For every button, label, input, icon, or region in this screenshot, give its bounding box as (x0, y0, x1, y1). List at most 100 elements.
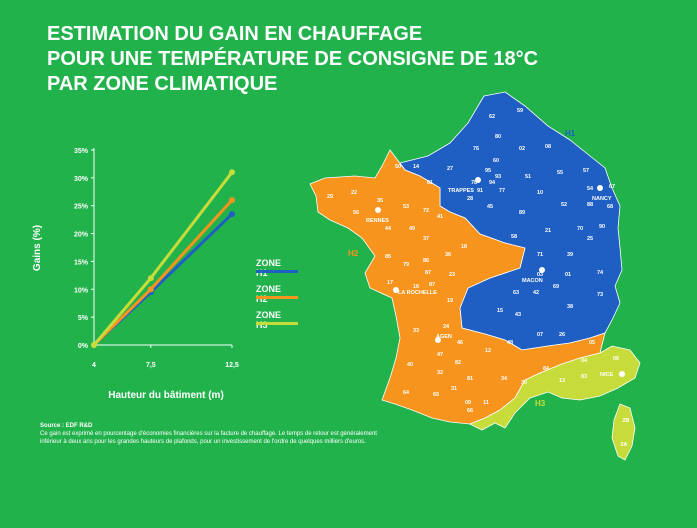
chart-axes: 0% 5% 10% 15% 20% 25% 30% 35% 4 7,5 12,5 (74, 148, 239, 369)
department-number-h2: 41 (437, 214, 443, 220)
department-number-h2: 86 (423, 258, 429, 264)
department-number-h3: 06 (613, 356, 619, 362)
city-marker-macon (539, 267, 545, 273)
department-number-h2: 05 (589, 340, 595, 346)
department-number-h2: 64 (403, 390, 410, 396)
department-number-h2: 19 (447, 298, 453, 304)
department-number-h2: 53 (403, 204, 409, 210)
department-number-h1: 94 (489, 180, 496, 186)
series-point-1 (229, 211, 235, 218)
department-number-h2: 87 (425, 270, 431, 276)
department-number-h2: 72 (423, 208, 429, 214)
department-number-h2: 82 (455, 360, 461, 366)
legend-label-h3: ZONE H3 (256, 310, 282, 330)
city-label-agen: AGEN (436, 334, 452, 340)
title-line-1: ESTIMATION DU GAIN EN CHAUFFAGE (47, 23, 423, 45)
series-point-3 (229, 169, 235, 176)
city-marker-nice (619, 371, 625, 377)
legend-label-h1: ZONE H1 (256, 258, 282, 278)
department-number-h2: 16 (413, 284, 419, 290)
series-line-3 (92, 171, 234, 346)
department-number-h1: 25 (587, 236, 593, 242)
department-number-h1: 01 (565, 272, 571, 278)
department-number-h1: 02 (519, 146, 525, 152)
department-number-h3: 11 (483, 400, 489, 406)
france-climate-zone-map: H1 H2 H3 TRAPPES NANCY RENNES MACON LA R… (309, 91, 641, 461)
source-text-1: Ce gain est exprimé en pourcentage d'éco… (40, 431, 377, 437)
legend-swatch-h2 (256, 296, 298, 299)
city-marker-nancy (597, 185, 603, 191)
department-number-h1: 60 (493, 158, 499, 164)
department-number-h2: 56 (353, 210, 359, 216)
city-marker-la-rochelle (393, 287, 399, 293)
x-tick-label: 7,5 (146, 362, 156, 369)
department-number-h1: 52 (561, 202, 567, 208)
legend-label-h2: ZONE H2 (256, 284, 282, 304)
source-text-2: inférieur à deux ans pour les grandes ha… (40, 439, 366, 445)
department-number-h1: 42 (533, 290, 539, 296)
department-number-h1: 10 (537, 190, 543, 196)
department-number-h2: 23 (449, 272, 455, 278)
legend-swatch-h3 (256, 322, 298, 325)
department-number-h2: 12 (485, 348, 491, 354)
department-number-h3: 84 (543, 366, 550, 372)
series-line-2 (92, 199, 234, 347)
series-point-3 (147, 275, 154, 282)
department-number-h1: 08 (545, 144, 551, 150)
y-tick-label: 10% (74, 287, 89, 294)
city-marker-agen (435, 337, 441, 343)
city-label-rennes: RENNES (366, 218, 389, 224)
department-number-h2: 07 (537, 332, 543, 338)
department-number-h2: 40 (407, 362, 413, 368)
department-number-h1: 78 (471, 180, 477, 186)
city-label-la-rochelle: LA ROCHELLE (398, 290, 437, 296)
department-number-h1: 27 (447, 166, 453, 172)
department-number-h2: 87 (429, 282, 435, 288)
department-number-h2: 35 (377, 198, 383, 204)
department-number-h1: 57 (583, 168, 589, 174)
y-tick-label: 20% (74, 232, 89, 239)
city-label-trappes: TRAPPES (448, 188, 474, 194)
department-number-h3: 04 (581, 358, 588, 364)
department-number-h2: 79 (403, 262, 409, 268)
department-number-h2: 26 (559, 332, 565, 338)
department-number-h1: 95 (485, 168, 491, 174)
department-number-h1: 51 (525, 174, 531, 180)
department-number-h1: 77 (499, 188, 505, 194)
department-number-h3: 2B (622, 418, 629, 424)
department-number-h1: 55 (557, 170, 563, 176)
department-number-h2: 47 (437, 352, 443, 358)
department-number-h3: 13 (559, 378, 565, 384)
corsica-region (611, 403, 636, 461)
department-number-h2: 29 (327, 194, 333, 200)
x-tick-label: 4 (92, 362, 96, 369)
title-line-3: PAR ZONE CLIMATIQUE (47, 73, 278, 95)
y-tick-label: 15% (74, 259, 89, 266)
department-number-h1: 68 (607, 204, 613, 210)
series-point-3 (91, 342, 97, 348)
department-number-h1: 59 (517, 108, 523, 114)
gain-line-chart: 0% 5% 10% 15% 20% 25% 30% 35% 4 7,5 12,5 Gains (%)… (32, 148, 239, 401)
city-label-nancy: NANCY (592, 196, 612, 202)
department-number-h2: 22 (351, 190, 357, 196)
department-number-h1: 39 (567, 252, 573, 258)
city-marker-rennes (375, 207, 381, 213)
department-number-h1: 70 (577, 226, 583, 232)
department-number-h2: 44 (385, 226, 392, 232)
y-tick-label: 30% (74, 176, 89, 183)
department-number-h1: 62 (489, 114, 495, 120)
department-number-h1: 54 (587, 186, 594, 192)
department-number-h1: 03 (537, 272, 543, 278)
page-title: ESTIMATION DU GAIN EN CHAUFFAGE POUR UNE… (47, 22, 647, 97)
y-axis-label: Gains (%) (32, 225, 43, 271)
department-number-h2: 46 (457, 340, 463, 346)
department-number-h1: 61 (427, 180, 433, 186)
department-number-h1: 93 (495, 174, 501, 180)
y-tick-label: 25% (74, 204, 89, 211)
series-point-2 (147, 286, 154, 293)
legend-swatch-h1 (256, 270, 298, 273)
department-number-h1: 80 (495, 134, 501, 140)
zone-h1-label: H1 (565, 129, 576, 138)
department-number-h1: 89 (519, 210, 525, 216)
department-number-h2: 85 (385, 254, 391, 260)
